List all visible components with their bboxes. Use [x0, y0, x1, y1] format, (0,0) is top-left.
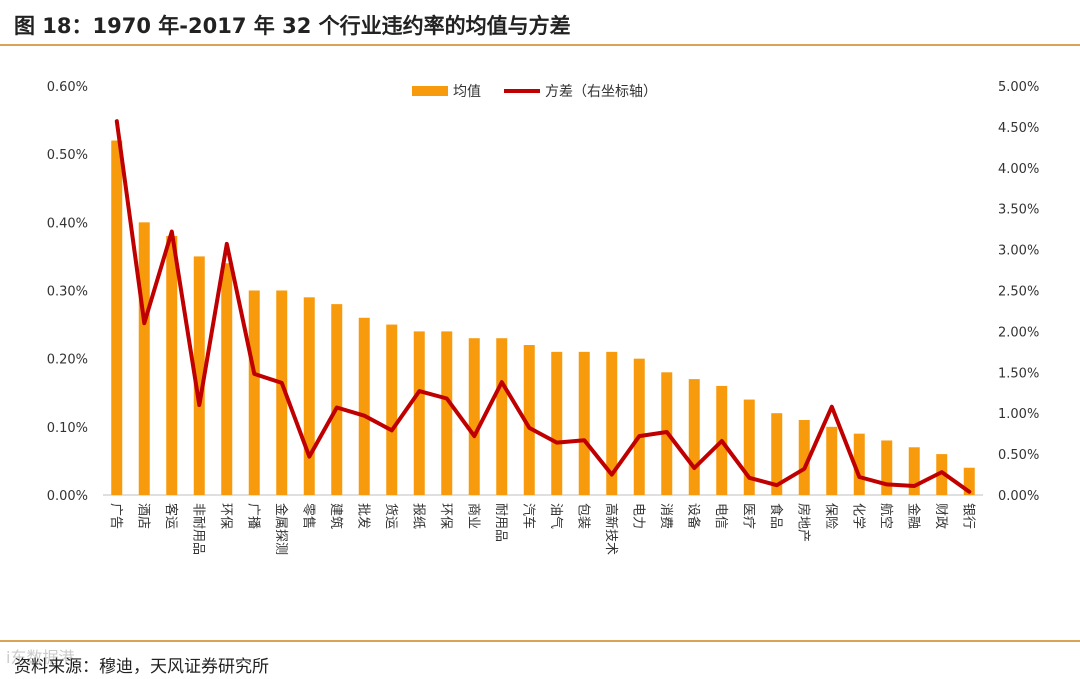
category-label: 报纸: [410, 503, 425, 529]
bar: [413, 331, 425, 495]
bar: [496, 338, 508, 495]
category-label: 电信: [713, 503, 728, 529]
bar: [908, 447, 920, 495]
category-label: 环保: [438, 503, 453, 529]
left-tick-label: 0.10%: [47, 421, 88, 436]
top-divider: [0, 44, 1080, 46]
legend-swatch-mean: [412, 86, 448, 96]
left-axis-ticks: 0.00% 0.10% 0.20% 0.30% 0.40% 0.50% 0.60%: [47, 80, 88, 504]
category-label: 广告: [108, 503, 123, 529]
left-tick-label: 0.30%: [47, 285, 88, 300]
bar: [523, 345, 535, 495]
bar: [963, 467, 975, 495]
category-label: 金融: [905, 503, 921, 529]
source-note: 资料来源：穆迪，天风证券研究所: [14, 657, 269, 677]
category-label: 批发: [355, 503, 371, 529]
category-label: 耐用品: [493, 503, 508, 542]
right-tick-label: 1.50%: [998, 366, 1039, 381]
category-labels: 广告 酒店 客运 非耐用品 环保 广播 金属探测 零售 建筑 批发 货运 报纸 环保 商业 耐用品 汽车 油气包…: [108, 503, 976, 555]
combo-chart: 0.00% 0.10% 0.20% 0.30% 0.40% 0.50% 0.60% 0.00…: [47, 80, 1040, 555]
bar: [331, 304, 343, 495]
right-tick-label: 5.00%: [998, 80, 1039, 95]
category-label: 消费: [658, 503, 673, 529]
bar: [881, 440, 893, 495]
right-tick-label: 1.00%: [998, 407, 1039, 422]
chart-title: 图 18：1970 年-2017 年 32 个行业违约率的均值与方差: [14, 14, 571, 38]
bar: [606, 351, 618, 495]
category-label: 财政: [933, 503, 948, 529]
legend-label-variance: 方差（右坐标轴）: [545, 84, 657, 100]
bar: [743, 399, 755, 495]
category-label: 非耐用品: [190, 503, 205, 555]
bar: [551, 351, 563, 495]
bar: [193, 256, 205, 495]
category-label: 零售: [300, 503, 316, 529]
variance-line: [114, 119, 972, 494]
bar: [468, 338, 480, 495]
category-label: 包装: [575, 503, 590, 529]
bar: [853, 433, 865, 495]
bar: [633, 358, 645, 495]
bar: [798, 420, 810, 495]
category-label: 商业: [465, 503, 480, 529]
category-label: 房地产: [795, 503, 811, 542]
category-label: 环保: [218, 503, 233, 529]
bar: [936, 454, 948, 495]
left-tick-label: 0.00%: [47, 489, 88, 504]
category-label: 广播: [245, 503, 260, 529]
bar: [303, 297, 315, 495]
bar: [771, 413, 783, 495]
bar: [826, 426, 838, 495]
bottom-divider: [0, 640, 1080, 642]
bar: [248, 290, 260, 495]
category-label: 航空: [878, 503, 894, 529]
category-label: 医疗: [740, 503, 755, 529]
category-label: 电力: [630, 503, 645, 529]
bar: [221, 263, 233, 495]
category-label: 汽车: [520, 503, 536, 529]
left-tick-label: 0.40%: [47, 216, 88, 231]
right-tick-label: 2.00%: [998, 325, 1039, 340]
category-label: 化学: [850, 503, 866, 529]
left-tick-label: 0.20%: [47, 353, 88, 368]
legend-label-mean: 均值: [453, 84, 481, 100]
bar: [111, 140, 123, 496]
right-tick-label: 0.00%: [998, 489, 1039, 504]
right-axis-ticks: 0.00% 0.50% 1.00% 1.50% 2.00% 2.50% 3.00% 3.50%…: [998, 80, 1039, 504]
bar: [138, 222, 150, 496]
bar: [688, 379, 700, 495]
category-label: 金属探测: [273, 503, 289, 555]
category-label: 建筑: [328, 503, 344, 529]
left-tick-label: 0.60%: [47, 80, 88, 95]
category-label: 油气: [548, 503, 564, 529]
right-tick-label: 0.50%: [998, 448, 1039, 463]
bar: [358, 317, 370, 495]
right-tick-label: 2.50%: [998, 285, 1039, 300]
category-label: 设备: [685, 503, 701, 529]
category-label: 银行: [960, 503, 975, 529]
bar: [578, 351, 590, 495]
bar: [166, 235, 178, 495]
right-tick-label: 3.00%: [998, 244, 1039, 259]
bar: [276, 290, 288, 495]
category-label: 保险: [823, 503, 838, 529]
legend: 均值 方差（右坐标轴）: [412, 84, 657, 100]
category-label: 货运: [383, 503, 399, 529]
bar: [386, 324, 398, 495]
watermark: i东数据港: [6, 648, 75, 667]
right-tick-label: 3.50%: [998, 203, 1039, 218]
category-label: 食品: [768, 503, 784, 529]
bar: [441, 331, 453, 495]
category-label: 客运: [163, 503, 179, 529]
category-label: 高新技术: [603, 503, 619, 555]
category-label: 酒店: [135, 503, 150, 529]
left-tick-label: 0.50%: [47, 148, 88, 163]
right-tick-label: 4.00%: [998, 162, 1039, 177]
right-tick-label: 4.50%: [998, 121, 1039, 136]
